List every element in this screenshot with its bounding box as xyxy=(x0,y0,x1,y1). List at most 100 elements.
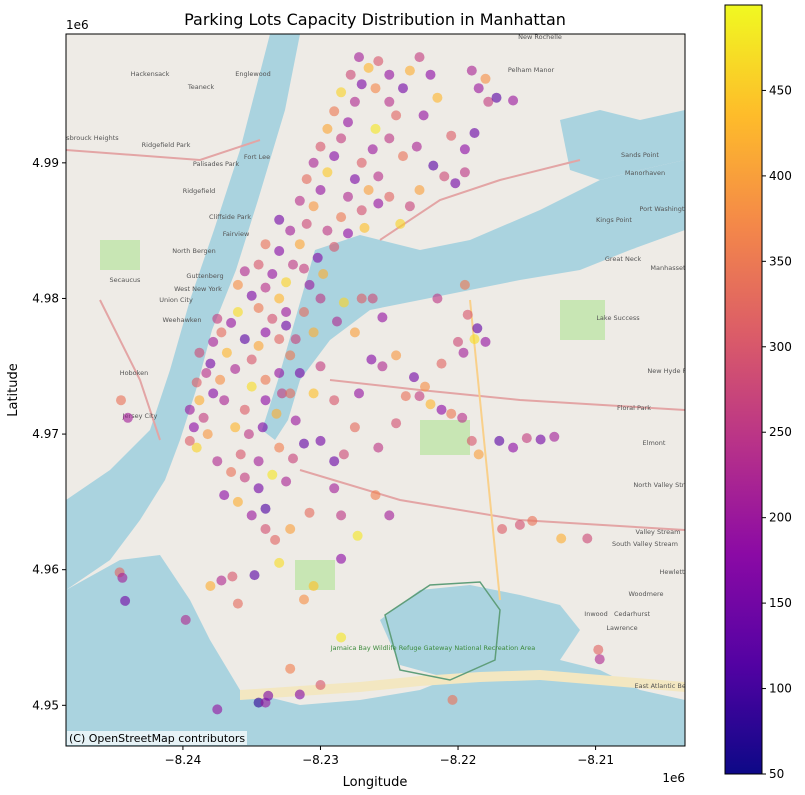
data-point xyxy=(117,572,128,583)
y-tick-label: 4.98 xyxy=(32,291,59,305)
data-point xyxy=(363,185,374,195)
data-point xyxy=(462,309,473,320)
data-point xyxy=(243,429,254,440)
data-point xyxy=(414,391,425,402)
data-point xyxy=(253,456,264,467)
data-point xyxy=(288,453,298,464)
x-tick-label: −8.21 xyxy=(577,753,614,767)
sound-water xyxy=(560,110,685,180)
data-point xyxy=(425,399,436,410)
basemap-place-label: Sands Point xyxy=(621,151,659,159)
data-point xyxy=(398,151,408,162)
data-point xyxy=(274,368,285,378)
data-point xyxy=(373,171,384,182)
data-point xyxy=(232,279,243,290)
data-point xyxy=(336,553,347,564)
colorbar-tick-label: 450 xyxy=(769,83,792,97)
data-point xyxy=(373,198,384,209)
data-point xyxy=(191,377,202,388)
data-point xyxy=(377,312,388,323)
river-water xyxy=(66,34,300,590)
data-point xyxy=(281,476,292,487)
data-point xyxy=(205,358,216,369)
data-point xyxy=(356,205,367,216)
data-point xyxy=(315,680,326,690)
data-point xyxy=(232,307,243,317)
data-point xyxy=(267,469,278,480)
basemap-place-label: Manhasset xyxy=(650,264,686,272)
basemap-place-label: Woodmere xyxy=(629,590,664,598)
data-point xyxy=(494,435,505,446)
data-point xyxy=(212,704,223,715)
basemap-place-label: Hasbrouck Heights xyxy=(57,134,119,142)
data-point xyxy=(400,391,411,402)
data-point xyxy=(235,449,246,460)
data-point xyxy=(285,225,296,236)
x-tick-label: −8.22 xyxy=(440,753,477,767)
basemap-place-label: Lake Success xyxy=(596,314,640,322)
data-point xyxy=(370,83,381,94)
data-point xyxy=(226,317,237,328)
data-point xyxy=(336,510,347,521)
data-point xyxy=(219,490,230,501)
refuge-boundary xyxy=(384,581,501,681)
chart-title: Parking Lots Capacity Distribution in Ma… xyxy=(184,10,566,29)
data-point xyxy=(322,167,333,178)
data-point xyxy=(480,336,491,347)
data-point xyxy=(473,83,484,94)
data-point xyxy=(329,241,340,252)
data-point xyxy=(253,340,264,351)
data-point xyxy=(246,290,257,301)
data-point xyxy=(294,689,305,700)
data-point xyxy=(354,388,364,399)
data-point xyxy=(367,144,378,155)
data-point xyxy=(299,594,309,605)
data-point xyxy=(216,327,227,338)
data-point xyxy=(384,510,395,521)
data-point xyxy=(239,404,250,415)
data-point xyxy=(212,313,223,324)
data-point xyxy=(184,435,195,446)
basemap-place-label: Kings Point xyxy=(596,216,632,224)
data-point xyxy=(332,316,342,327)
x-offset-label: 1e6 xyxy=(662,771,685,785)
major-road xyxy=(329,379,685,411)
basemap-place-label: Guttenberg xyxy=(186,272,223,280)
data-point xyxy=(274,557,285,568)
data-point xyxy=(230,422,241,433)
data-point xyxy=(288,259,298,270)
data-point xyxy=(343,117,353,128)
data-point xyxy=(356,293,367,304)
data-point xyxy=(343,191,353,202)
data-point xyxy=(294,195,305,206)
data-point xyxy=(299,438,309,449)
data-point xyxy=(267,313,278,324)
basemap-place-label: West New York xyxy=(174,285,222,293)
data-point xyxy=(370,123,381,134)
basemap-place-label: Cliffside Park xyxy=(209,213,251,221)
data-point xyxy=(221,347,232,358)
basemap: New Rochelle Pelham Manor Hackensack Teanec… xyxy=(57,34,686,746)
data-point xyxy=(239,334,250,345)
data-point xyxy=(216,575,227,586)
data-point xyxy=(301,174,312,185)
y-tick-label: 4.96 xyxy=(32,563,59,577)
data-point xyxy=(294,368,305,378)
axes-frame xyxy=(65,33,686,747)
data-point xyxy=(508,442,519,453)
basemap-place-label: Ridgefield Park xyxy=(142,141,191,149)
y-axis-ticks: 4.95 4.96 4.97 4.98 4.99 xyxy=(32,156,66,712)
data-point xyxy=(363,62,374,73)
data-point xyxy=(315,435,326,446)
data-point xyxy=(188,422,199,433)
data-point xyxy=(274,246,285,256)
data-point xyxy=(281,320,292,331)
data-point xyxy=(459,167,470,178)
data-point xyxy=(594,654,605,665)
basemap-place-label: North Bergen xyxy=(172,247,216,255)
scatter-points xyxy=(114,52,605,715)
data-point xyxy=(483,96,494,107)
data-point xyxy=(521,433,532,444)
data-point xyxy=(308,388,319,399)
data-point xyxy=(304,279,315,290)
